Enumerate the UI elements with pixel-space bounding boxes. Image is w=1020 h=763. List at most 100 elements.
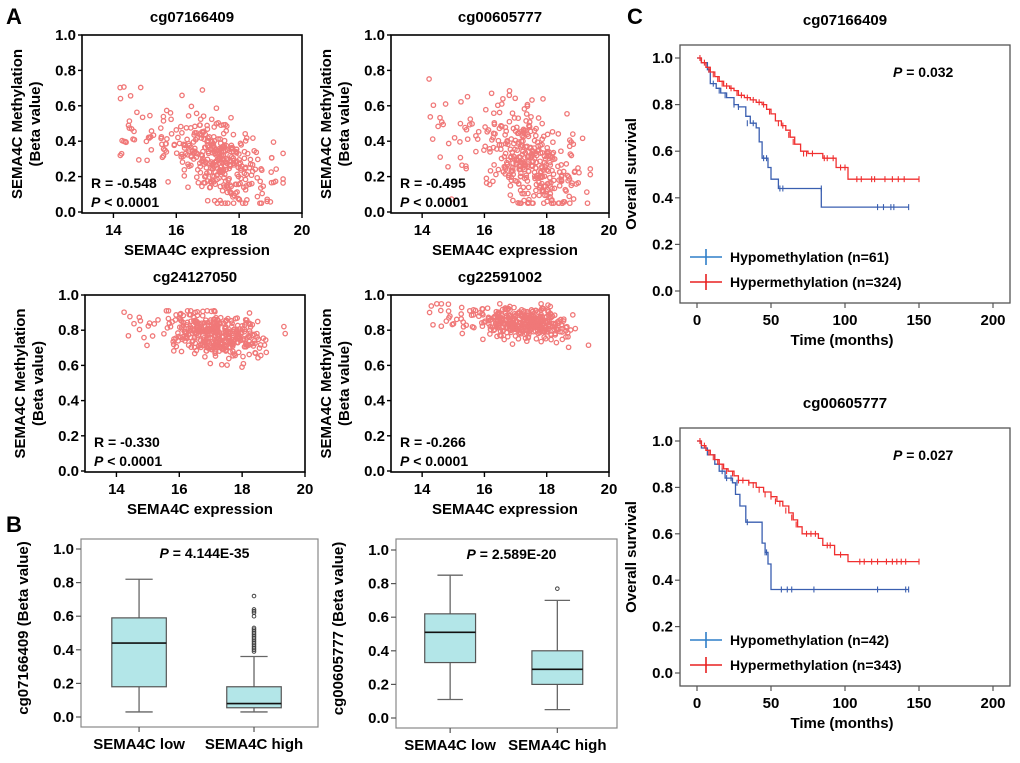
scatter-point <box>258 200 265 207</box>
scatter-point <box>450 320 457 327</box>
scatter-point <box>160 113 167 120</box>
scatter-point <box>222 318 229 325</box>
scatter-point <box>510 197 516 204</box>
scatter-point <box>241 328 248 335</box>
scatter-point <box>438 323 445 330</box>
scatter-point <box>252 350 259 357</box>
boxplot-cg07166409: 0.0 0.2 0.4 0.6 0.8 1.0 SEMA4C low SEMA4C high c… <box>15 538 319 753</box>
outlier-point <box>251 607 257 612</box>
y-tick-label: 0.0 <box>652 283 673 300</box>
scatter-point <box>208 116 215 123</box>
scatter-point <box>134 109 140 116</box>
scatter-point <box>218 361 225 368</box>
scatter-point <box>528 113 534 120</box>
scatter-point <box>558 162 565 168</box>
y-tick-label: 0.2 <box>368 676 389 693</box>
scatter-point <box>457 139 463 145</box>
scatter-point <box>230 160 237 167</box>
scatter-point <box>217 183 224 190</box>
scatter-point <box>204 328 211 334</box>
scatter-point <box>247 156 254 163</box>
y-tick-label: 0.0 <box>364 204 385 221</box>
scatter-point <box>560 318 567 324</box>
scatter-point <box>437 307 444 314</box>
scatter-point <box>442 101 449 107</box>
scatter-point <box>460 323 467 330</box>
outlier-point <box>251 627 257 632</box>
plot-frame <box>395 538 618 729</box>
scatter-point <box>484 305 491 312</box>
scatter-point <box>520 184 527 191</box>
scatter-point <box>184 136 190 143</box>
scatter-point <box>496 109 503 116</box>
scatter-point <box>568 152 575 159</box>
p-italic: P <box>91 194 101 210</box>
scatter-point <box>490 144 497 151</box>
scatter-point <box>121 309 127 316</box>
scatter-point <box>228 323 235 330</box>
scatter-points <box>426 300 592 351</box>
scatter-point <box>237 140 244 147</box>
scatter-point <box>565 333 571 340</box>
scatter-point <box>254 334 261 340</box>
x-tick-label: 14 <box>108 481 125 498</box>
scatter-point <box>538 300 544 307</box>
scatter-point <box>458 98 464 105</box>
scatter-point <box>211 307 217 314</box>
scatter-point <box>579 135 586 142</box>
scatter-point <box>270 179 277 186</box>
x-tick-label: 14 <box>105 222 122 239</box>
scatter-point <box>188 103 195 110</box>
scatter-point <box>145 323 152 329</box>
scatter-point <box>226 330 232 337</box>
scatter-point <box>118 150 125 157</box>
x-tick-label: 18 <box>538 481 555 498</box>
scatter-point <box>538 174 545 181</box>
scatter-point <box>529 321 536 327</box>
scatter-point <box>433 300 440 307</box>
scatter-point <box>199 87 206 93</box>
chart-title: cg24127050 <box>153 269 237 286</box>
scatter-point <box>243 135 250 141</box>
km-curve <box>697 440 909 591</box>
scatter-point <box>508 329 514 336</box>
scatter-point <box>128 126 135 132</box>
y-axis-label: SEMA4C Methylation <box>318 308 335 458</box>
scatter-point <box>507 192 514 198</box>
scatter-point <box>518 170 524 177</box>
scatter-point <box>230 352 236 359</box>
scatter-point <box>200 148 206 155</box>
y-axis-label: SEMA4C Methylation <box>12 308 29 458</box>
p-italic: P <box>893 64 903 80</box>
scatter-point <box>149 333 156 339</box>
scatter-point <box>453 316 460 323</box>
scatter-point <box>242 138 249 144</box>
scatter-point <box>520 138 526 144</box>
y-tick-label: 0.2 <box>55 169 76 186</box>
x-category-label: SEMA4C high <box>205 736 303 753</box>
scatter-point <box>584 200 591 207</box>
x-tick-label: 16 <box>476 481 493 498</box>
scatter-point <box>538 316 545 323</box>
scatter-point <box>572 325 579 332</box>
scatter-point <box>482 124 488 130</box>
scatter-point <box>555 326 561 333</box>
km-series-hypo <box>697 440 910 593</box>
y-tick-label: 1.0 <box>364 287 385 304</box>
scatter-point <box>484 128 491 135</box>
scatter-point <box>249 161 256 168</box>
chart-title: cg00605777 <box>803 395 887 412</box>
p-italic: P <box>160 545 170 561</box>
scatter-point <box>211 197 218 204</box>
legend-item: Hypomethylation (n=42) <box>690 632 889 648</box>
scatter-point <box>236 325 243 332</box>
scatter-point <box>184 319 191 326</box>
chart-title: cg00605777 <box>458 9 542 26</box>
scatter-point <box>457 154 464 161</box>
scatter-point <box>205 142 211 149</box>
scatter-point <box>246 320 253 327</box>
scatter-point <box>246 351 253 358</box>
scatter-point <box>485 317 492 324</box>
y-tick-label: 0.2 <box>53 675 74 692</box>
scatter-point <box>521 308 527 314</box>
